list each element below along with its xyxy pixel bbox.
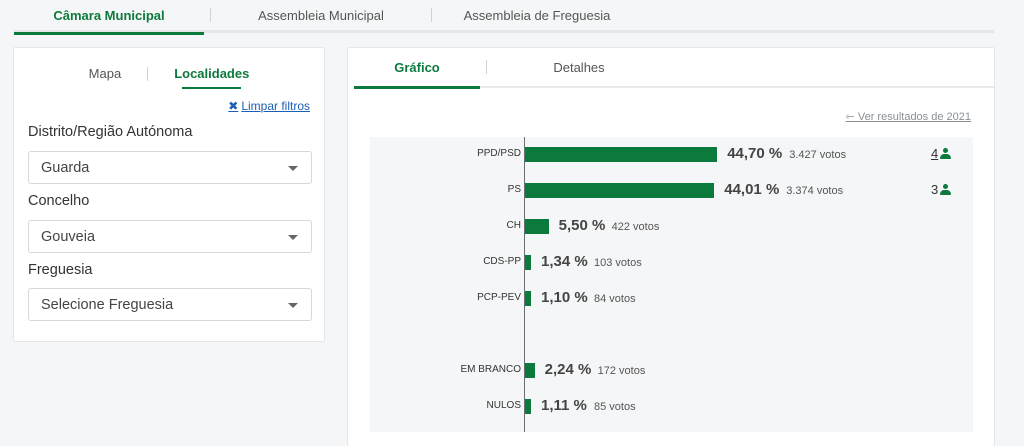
clear-filters-label: Limpar filtros — [241, 99, 310, 113]
previous-results-link[interactable]: ⇽ Ver resultados de 2021 — [846, 110, 971, 123]
party-label: NULOS — [486, 400, 521, 411]
percent-label: 1,10 % — [541, 289, 588, 306]
votes-label: 172 votos — [597, 365, 646, 377]
tab-grafico[interactable]: Gráfico — [354, 47, 480, 89]
percent-label: 44,01 % — [724, 181, 780, 198]
district-select[interactable]: Guarda — [28, 151, 312, 184]
results-bar-chart: PPD/PSD 44,70 % 3.427 votos 4 PS 44,01 % 3.374… — [370, 137, 973, 432]
result-row: PS 44,01 % 3.374 votos 3 — [370, 180, 973, 200]
percent-label: 44,70 % — [727, 145, 783, 162]
percent-label: 1,34 % — [541, 253, 588, 270]
percent-label: 2,24 % — [544, 361, 592, 378]
party-label: PCP-PEV — [477, 292, 521, 303]
arrow-left-icon: ⇽ — [845, 111, 858, 123]
party-label: PPD/PSD — [477, 148, 521, 159]
result-row: CH 5,50 % 422 votos — [370, 216, 973, 236]
filters-panel: Mapa Localidades ✖ Limpar filtros Distri… — [13, 47, 325, 342]
person-icon — [940, 148, 952, 159]
votes-label: 103 votos — [594, 257, 642, 269]
view-tabs: Mapa Localidades — [14, 62, 324, 89]
percent-label: 5,50 % — [558, 217, 606, 234]
tab-mapa[interactable]: Mapa — [88, 66, 122, 81]
party-label: CH — [506, 220, 521, 231]
result-bar — [525, 183, 715, 198]
percent-label: 1,11 % — [541, 397, 587, 414]
results-tabs: Gráfico Detalhes — [354, 47, 994, 89]
parish-select[interactable]: Selecione Freguesia — [28, 288, 312, 321]
votes-label: 3.427 votos — [789, 149, 847, 161]
tab-localidades[interactable]: Localidades — [174, 62, 249, 89]
tab-separator — [147, 66, 149, 81]
parish-label: Freguesia — [28, 262, 93, 278]
tab-camara-municipal[interactable]: Câmara Municipal — [14, 0, 204, 35]
votes-label: 85 votos — [594, 401, 636, 413]
result-bar — [525, 399, 531, 414]
previous-results-label: Ver resultados de 2021 — [857, 111, 971, 123]
result-bar — [525, 147, 718, 162]
seats-number[interactable]: 4 — [931, 146, 939, 161]
close-icon: ✖ — [228, 99, 239, 113]
results-panel: Gráfico Detalhes ⇽ Ver resultados de 202… — [347, 47, 995, 446]
party-label: EM BRANCO — [460, 364, 521, 375]
tab-detalhes[interactable]: Detalhes — [553, 59, 605, 75]
tab-separator — [210, 8, 211, 22]
chevron-down-icon — [288, 235, 298, 240]
seats-count: 3 — [931, 182, 952, 197]
result-bar — [525, 255, 531, 270]
person-icon — [940, 184, 952, 195]
election-type-tabs: Câmara Municipal Assembleia Municipal As… — [14, 0, 994, 35]
municipality-value: Gouveia — [41, 228, 96, 245]
votes-label: 3.374 votos — [786, 185, 844, 197]
chevron-down-icon — [288, 303, 298, 308]
district-value: Guarda — [41, 159, 90, 176]
party-label: CDS-PP — [483, 256, 521, 267]
result-bar — [525, 219, 549, 234]
seats-number: 3 — [931, 182, 939, 197]
result-bar — [525, 363, 535, 378]
tab-assembleia-municipal[interactable]: Assembleia Municipal — [258, 7, 384, 23]
result-row: PPD/PSD 44,70 % 3.427 votos 4 — [370, 144, 973, 164]
municipality-label: Concelho — [28, 193, 90, 209]
party-label: PS — [507, 184, 521, 195]
clear-filters-link[interactable]: ✖ Limpar filtros — [228, 99, 310, 113]
result-row: NULOS 1,11 % 85 votos — [370, 396, 973, 416]
chart-axis — [524, 137, 525, 432]
seats-count[interactable]: 4 — [931, 146, 952, 161]
district-label: Distrito/Região Autónoma — [28, 124, 193, 140]
chevron-down-icon — [288, 166, 298, 171]
result-row: PCP-PEV 1,10 % 84 votos — [370, 288, 973, 308]
votes-label: 422 votos — [611, 221, 660, 233]
tab-separator — [431, 8, 432, 22]
result-row: CDS-PP 1,34 % 103 votos — [370, 252, 973, 272]
tab-assembleia-freguesia[interactable]: Assembleia de Freguesia — [463, 7, 611, 23]
tab-separator — [486, 60, 487, 74]
result-row: EM BRANCO 2,24 % 172 votos — [370, 360, 973, 380]
municipality-select[interactable]: Gouveia — [28, 220, 312, 253]
votes-label: 84 votos — [594, 293, 636, 305]
result-bar — [525, 291, 531, 306]
parish-value: Selecione Freguesia — [41, 296, 174, 313]
